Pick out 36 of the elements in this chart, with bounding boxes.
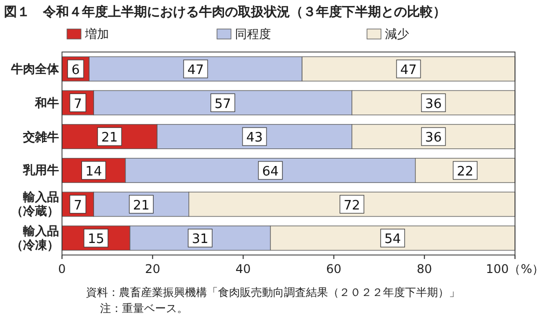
legend-label: 同程度 (235, 27, 271, 41)
x-tick-label: 80 (416, 262, 432, 276)
y-tick-label: 和牛 (35, 96, 59, 110)
legend-label: 減少 (385, 27, 409, 41)
chart-title: 図１ 令和４年度上半期における牛肉の取扱状況（３年度下半期との比較） (4, 4, 446, 20)
data-label: 7 (74, 198, 82, 214)
data-label: 72 (344, 198, 360, 214)
y-tick-label: 牛肉全体 (11, 62, 59, 76)
data-label: 36 (425, 96, 442, 112)
data-label: 6 (71, 62, 80, 78)
text: 注：重量ベース。 (100, 302, 188, 315)
data-label: 21 (101, 130, 118, 146)
legend-label: 増加 (84, 27, 109, 41)
data-label: 21 (133, 198, 150, 214)
x-tick-label: 40 (236, 262, 251, 276)
data-label: 31 (192, 232, 208, 248)
data-label: 57 (214, 96, 232, 112)
data-label: 47 (400, 62, 417, 78)
y-tick-label: 乳用牛 (23, 163, 59, 178)
data-label: 47 (187, 62, 204, 78)
y-tick-label: 輸入品（冷凍） (10, 224, 59, 252)
x-tick-label: 20 (144, 262, 160, 276)
y-tick-label: 交雑牛 (23, 130, 59, 144)
data-label: 7 (74, 96, 82, 112)
data-label: 64 (262, 164, 279, 180)
data-label: 36 (425, 130, 442, 146)
text: 資料：農畜産業振興機構「食肉販売動向調査結果（２０２２年度下半期）」 (86, 286, 460, 299)
y-tick-label: 輸入品（冷蔵） (10, 190, 59, 218)
x-tick-label: 100（%） (486, 262, 544, 276)
data-label: 54 (384, 232, 401, 248)
x-tick-label: 0 (58, 262, 66, 276)
data-label: 14 (85, 164, 102, 180)
data-label: 22 (456, 164, 474, 180)
data-label: 15 (88, 232, 104, 248)
data-label: 43 (246, 130, 263, 146)
x-tick-label: 60 (326, 262, 342, 276)
